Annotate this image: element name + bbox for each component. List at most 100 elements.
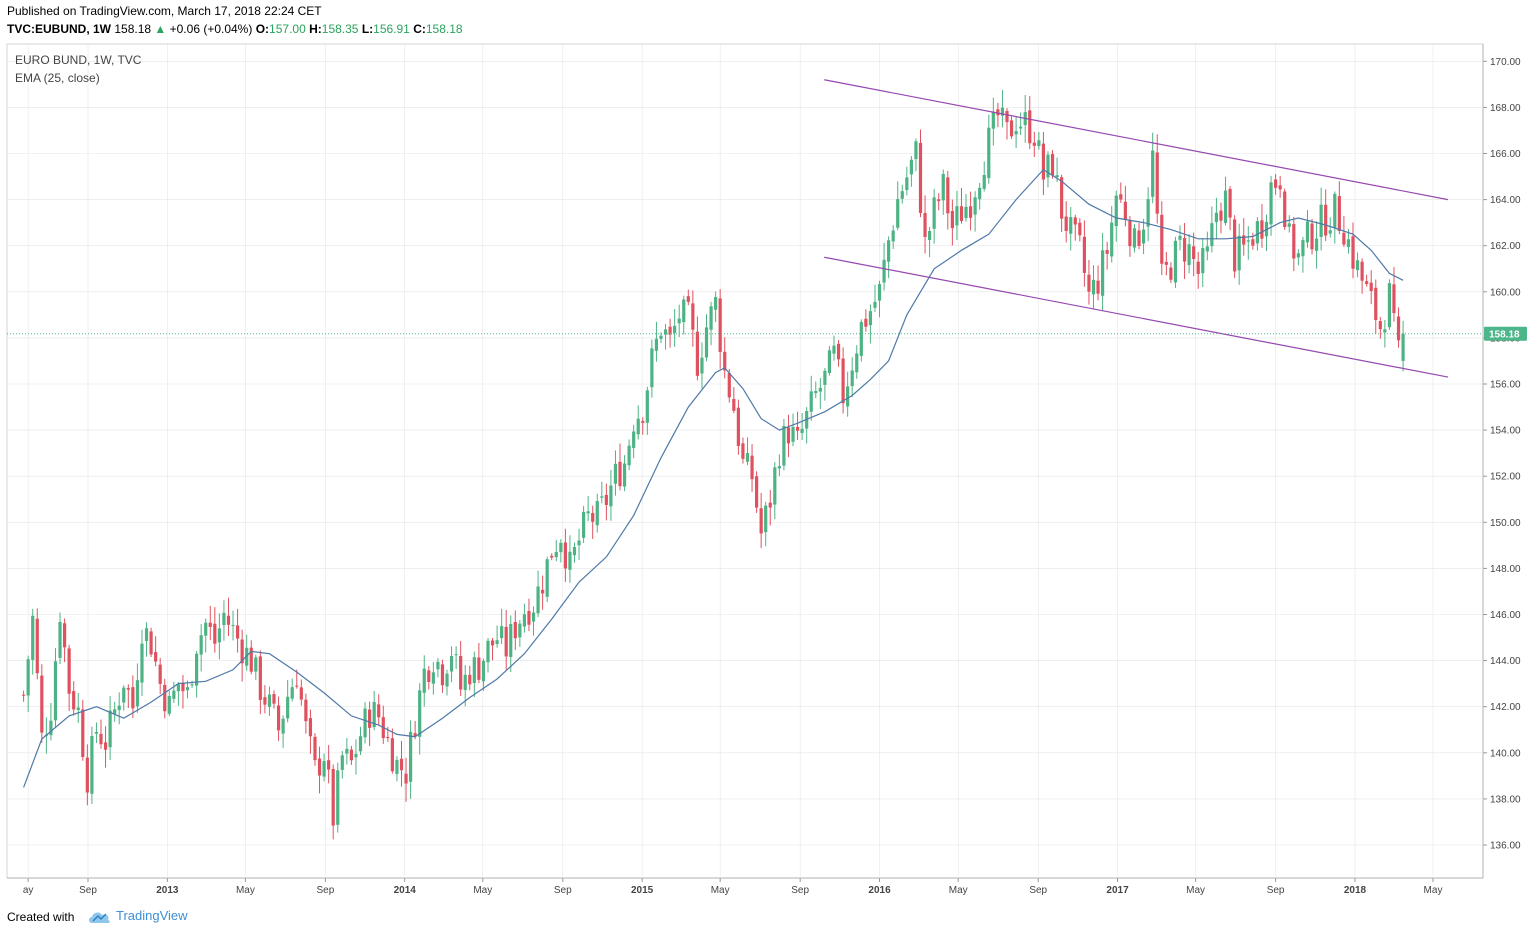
price-tick-label: 138.00 (1490, 794, 1521, 805)
candle-up (663, 323, 668, 350)
candle-up (632, 424, 636, 459)
candle-up (814, 381, 818, 399)
candle-up (559, 539, 563, 563)
candle-up (254, 654, 258, 681)
candle-down (923, 195, 927, 254)
candle-up (673, 308, 677, 347)
candle-up (622, 455, 627, 492)
candle-down (1169, 262, 1173, 283)
candle-up (204, 618, 208, 653)
tradingview-brand[interactable]: TradingView (88, 908, 188, 924)
candle-up (1355, 252, 1360, 278)
candle-down (404, 757, 408, 802)
candle-up (613, 450, 618, 496)
high-value: 158.35 (321, 22, 359, 36)
candle-up (1151, 132, 1155, 204)
candle-up (408, 720, 413, 799)
candle-up (791, 413, 795, 447)
candle-up (991, 97, 995, 146)
symbol-label[interactable]: TVC:EUBUND, 1W (7, 22, 111, 36)
candle-up (113, 701, 117, 722)
chart-header: Published on TradingView.com, March 17, … (0, 0, 1534, 44)
change-text: +0.06 (+0.04%) (169, 22, 253, 36)
candle-up (286, 679, 290, 723)
candle-down (937, 193, 941, 211)
channel-line[interactable] (824, 79, 1449, 201)
candle-up (167, 691, 171, 717)
candle-up (809, 375, 813, 421)
candle-up (190, 680, 194, 688)
candle-down (723, 337, 727, 379)
candle-up (846, 371, 850, 417)
candle-up (94, 722, 99, 744)
candle-up (1114, 190, 1118, 242)
candle-up (800, 412, 804, 440)
candle-up (336, 762, 340, 833)
candle-down (1182, 223, 1187, 279)
candle-down (959, 187, 964, 224)
candle-up (1069, 206, 1073, 251)
candle-down (1028, 96, 1032, 150)
time-tick-label: May (949, 885, 968, 896)
candle-up (964, 193, 968, 222)
candle-down (527, 598, 531, 632)
candle-up (340, 751, 344, 779)
candle-up (531, 606, 536, 636)
time-axis: ay Sep 2013 May Sep 2014 May Sep 2015 May Sep 2016 M… (23, 44, 1443, 896)
candle-up (354, 739, 358, 775)
candle-up (1223, 176, 1228, 226)
candle-up (1141, 218, 1146, 255)
candle-up (1301, 236, 1305, 273)
channel-line[interactable] (824, 256, 1449, 378)
price-tick-label: 144.00 (1490, 656, 1521, 667)
candle-up (1401, 320, 1405, 372)
candle-down (1251, 232, 1255, 250)
candle-up (199, 624, 203, 672)
candle-up (1210, 206, 1214, 253)
tradingview-link[interactable]: TradingView (116, 908, 188, 923)
candle-down (1032, 131, 1036, 157)
candle-up (1014, 116, 1018, 148)
candle-up (518, 619, 522, 647)
candle-down (1324, 189, 1328, 241)
candle-up (900, 184, 904, 204)
open-label: O: (255, 22, 270, 36)
candle-up (581, 505, 586, 543)
time-tick-label: May (1186, 885, 1205, 896)
candle-up (677, 304, 681, 337)
candle-up (76, 692, 80, 723)
candle-up (290, 678, 294, 702)
candle-down (477, 642, 481, 684)
candle-up (449, 646, 454, 683)
candle-down (591, 505, 595, 540)
candle-down (1078, 218, 1082, 242)
candle-up (536, 570, 540, 618)
trend-channel[interactable] (824, 79, 1449, 378)
candle-down (695, 316, 700, 381)
time-tick-label: May (1424, 885, 1443, 896)
candle-down (686, 289, 690, 306)
candle-up (714, 291, 718, 323)
candle-down (331, 764, 335, 840)
candles (22, 90, 1405, 840)
candle-down (208, 605, 212, 641)
candle-up (891, 225, 895, 249)
candle-up (568, 535, 572, 583)
candle-up (1387, 279, 1392, 330)
candle-up (31, 608, 35, 675)
candle-down (1196, 251, 1200, 289)
candle-down (67, 644, 71, 711)
candle-down (759, 492, 763, 549)
candle-up (144, 622, 149, 657)
candle-down (103, 726, 108, 768)
candle-down (1128, 215, 1132, 257)
candle-up (481, 658, 486, 691)
candle-up (654, 321, 659, 362)
candle-down (691, 290, 695, 347)
candle-up (1214, 197, 1219, 240)
price-tick-label: 140.00 (1490, 748, 1521, 759)
candle-down (377, 694, 381, 725)
time-tick-label: 2017 (1106, 885, 1129, 896)
candle-up (818, 377, 822, 410)
